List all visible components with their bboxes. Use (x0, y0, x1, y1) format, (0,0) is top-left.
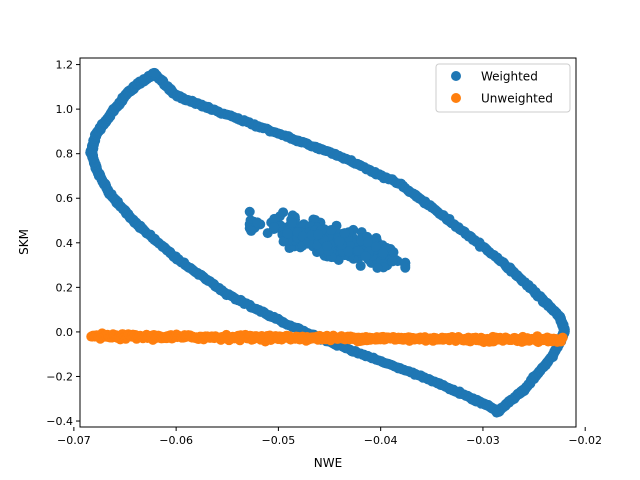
y-tick-label: 0.8 (56, 148, 74, 161)
weighted-point (353, 245, 364, 256)
weighted-point (387, 256, 398, 267)
y-tick-label: −0.4 (46, 415, 73, 428)
weighted-point (244, 206, 255, 217)
weighted-point (269, 222, 280, 233)
x-tick-label: −0.07 (57, 434, 91, 447)
weighted-point (360, 251, 371, 262)
weighted-point (322, 241, 333, 252)
legend: Weighted Unweighted (435, 63, 571, 113)
x-tick-label: −0.04 (364, 434, 398, 447)
y-tick-label: 1.0 (56, 103, 74, 116)
weighted-point (149, 67, 160, 78)
weighted-point (372, 262, 383, 273)
y-tick-label: −0.2 (46, 370, 73, 383)
plot-area (85, 67, 570, 418)
y-axis-ticks: −0.4 −0.2 0.0 0.2 0.4 0.6 0.8 1.0 1.2 (46, 59, 80, 428)
weighted-point (371, 241, 381, 252)
x-axis-ticks: −0.07 −0.06 −0.05 −0.04 −0.03 −0.02 (57, 427, 602, 447)
y-tick-label: 0.2 (56, 281, 74, 294)
weighted-point (313, 229, 324, 240)
weighted-point (355, 260, 366, 271)
weighted-point (252, 217, 263, 228)
legend-marker-weighted (451, 71, 461, 81)
weighted-point (400, 262, 411, 273)
weighted-point (269, 213, 280, 224)
weighted-point (362, 237, 373, 248)
x-tick-label: −0.05 (262, 434, 296, 447)
weighted-point (282, 228, 293, 239)
unweighted-point (557, 332, 568, 343)
weighted-point (334, 236, 345, 247)
y-tick-label: 0.4 (56, 237, 74, 250)
x-tick-label: −0.02 (568, 434, 602, 447)
weighted-point (326, 225, 337, 236)
y-tick-label: 0.0 (56, 326, 74, 339)
weighted-point (343, 246, 354, 257)
y-axis-label: SKM (17, 229, 31, 255)
weighted-point (286, 217, 297, 228)
x-tick-label: −0.03 (466, 434, 500, 447)
weighted-point (378, 247, 389, 258)
x-tick-label: −0.06 (159, 434, 193, 447)
legend-label-unweighted: Unweighted (481, 92, 553, 106)
weighted-point (339, 228, 350, 239)
weighted-point (246, 225, 257, 236)
y-tick-label: 0.6 (56, 192, 74, 205)
series-unweighted (86, 328, 568, 348)
y-tick-label: 1.2 (56, 59, 74, 72)
legend-box (435, 63, 571, 113)
legend-label-weighted: Weighted (481, 70, 538, 84)
weighted-point (278, 236, 289, 247)
legend-marker-unweighted (451, 93, 461, 103)
x-axis-label: NWE (314, 456, 342, 470)
series-weighted (85, 67, 570, 418)
